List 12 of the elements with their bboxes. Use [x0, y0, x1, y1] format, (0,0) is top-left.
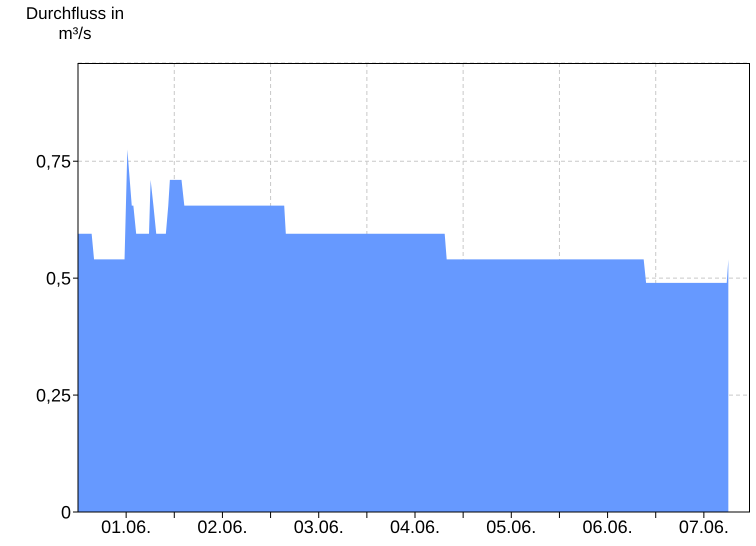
- y-tick-label: 0: [60, 502, 71, 522]
- y-tick-label: 0,5: [46, 268, 71, 289]
- y-axis-title: Durchfluss in m³/s: [24, 4, 126, 44]
- x-tick-label: 03.06.: [294, 516, 344, 537]
- x-tick-label: 04.06.: [390, 516, 440, 537]
- x-tick-label: 05.06.: [486, 516, 536, 537]
- x-tick-label: 07.06.: [678, 516, 729, 537]
- x-tick-label: 01.06.: [101, 516, 152, 537]
- y-tick-label: 0,25: [36, 385, 71, 406]
- x-tick-label: 06.06.: [582, 516, 633, 537]
- y-tick-label: 0,75: [36, 152, 71, 172]
- x-tick-label: 02.06.: [197, 516, 248, 537]
